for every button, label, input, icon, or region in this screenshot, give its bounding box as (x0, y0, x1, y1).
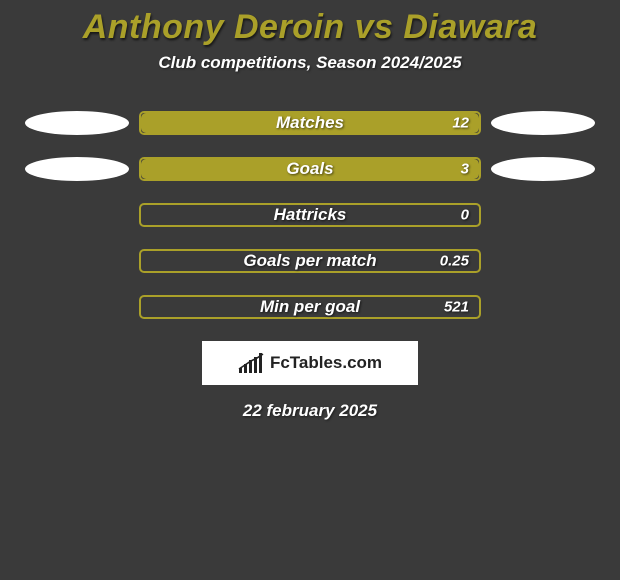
player-left-marker (25, 157, 129, 181)
stat-bar: Matches12 (139, 111, 481, 135)
player-right-marker (491, 157, 595, 181)
date-text: 22 february 2025 (0, 401, 620, 421)
stat-row: Goals per match0.25 (0, 249, 620, 273)
stat-label: Min per goal (141, 297, 479, 317)
stat-bar: Min per goal521 (139, 295, 481, 319)
stats-list: Matches12 Goals3 Hattricks0 Goals per match… (0, 111, 620, 319)
brand-logo[interactable]: FcTables.com (202, 341, 418, 385)
stat-label: Goals per match (141, 251, 479, 271)
stat-value: 0.25 (440, 253, 469, 270)
stat-label: Hattricks (141, 205, 479, 225)
chart-icon (238, 353, 264, 373)
stat-bar: Goals3 (139, 157, 481, 181)
stat-bar-fill (141, 159, 479, 179)
stat-row: Min per goal521 (0, 295, 620, 319)
stat-bar-fill (141, 113, 479, 133)
page-subtitle: Club competitions, Season 2024/2025 (0, 53, 620, 73)
stat-value: 521 (444, 299, 469, 316)
comparison-card: Anthony Deroin vs Diawara Club competiti… (0, 0, 620, 421)
player-left-marker (25, 111, 129, 135)
brand-text: FcTables.com (270, 353, 382, 373)
page-title: Anthony Deroin vs Diawara (0, 8, 620, 47)
stat-bar: Goals per match0.25 (139, 249, 481, 273)
stat-bar: Hattricks0 (139, 203, 481, 227)
stat-value: 0 (461, 207, 469, 224)
stat-row: Matches12 (0, 111, 620, 135)
stat-row: Goals3 (0, 157, 620, 181)
stat-row: Hattricks0 (0, 203, 620, 227)
player-right-marker (491, 111, 595, 135)
